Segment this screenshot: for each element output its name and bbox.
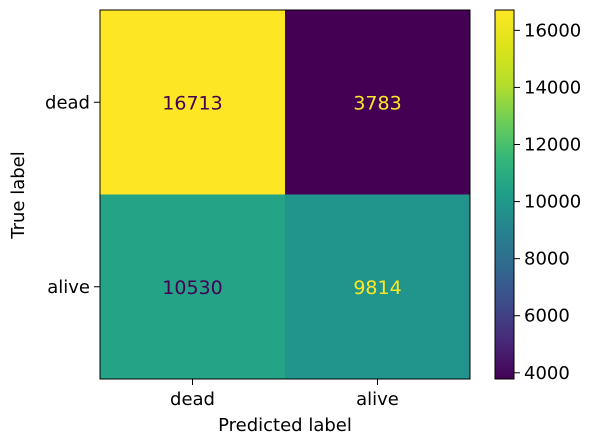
colorbar-tick-label: 10000: [524, 192, 581, 213]
heatmap-cell: [100, 194, 286, 380]
y-tick-label: alive: [47, 277, 90, 298]
colorbar-tick-label: 8000: [524, 249, 570, 270]
heatmap-group: 16713 3783 10530 9814: [100, 10, 471, 380]
colorbar-tick-label: 14000: [524, 77, 581, 98]
heatmap-frame: [99, 9, 471, 380]
x-tick-label: alive: [356, 389, 399, 410]
colorbar-tick-label: 12000: [524, 135, 581, 156]
cell-value-label: 9814: [353, 277, 401, 299]
y-axis-label: True label: [8, 151, 29, 240]
y-tick-label: dead: [45, 92, 90, 113]
y-axis-ticks: dead alive: [45, 92, 100, 298]
x-axis-ticks: dead alive: [170, 379, 399, 410]
heatmap-cell: [285, 194, 471, 380]
x-tick-label: dead: [170, 389, 215, 410]
cell-value-label: 16713: [162, 92, 222, 114]
colorbar-tick-label: 6000: [524, 306, 570, 327]
cell-value-label: 10530: [162, 277, 222, 299]
colorbar: 4000 6000 8000 10000 12000 14000 16000: [494, 9, 581, 384]
heatmap-cell: [285, 10, 471, 195]
colorbar-tick-label: 16000: [524, 20, 581, 41]
cell-value-label: 3783: [353, 92, 401, 114]
x-axis-label: Predicted label: [218, 415, 352, 436]
heatmap-cell: [100, 10, 286, 195]
colorbar-gradient: [494, 9, 515, 380]
colorbar-tick-label: 4000: [524, 363, 570, 384]
